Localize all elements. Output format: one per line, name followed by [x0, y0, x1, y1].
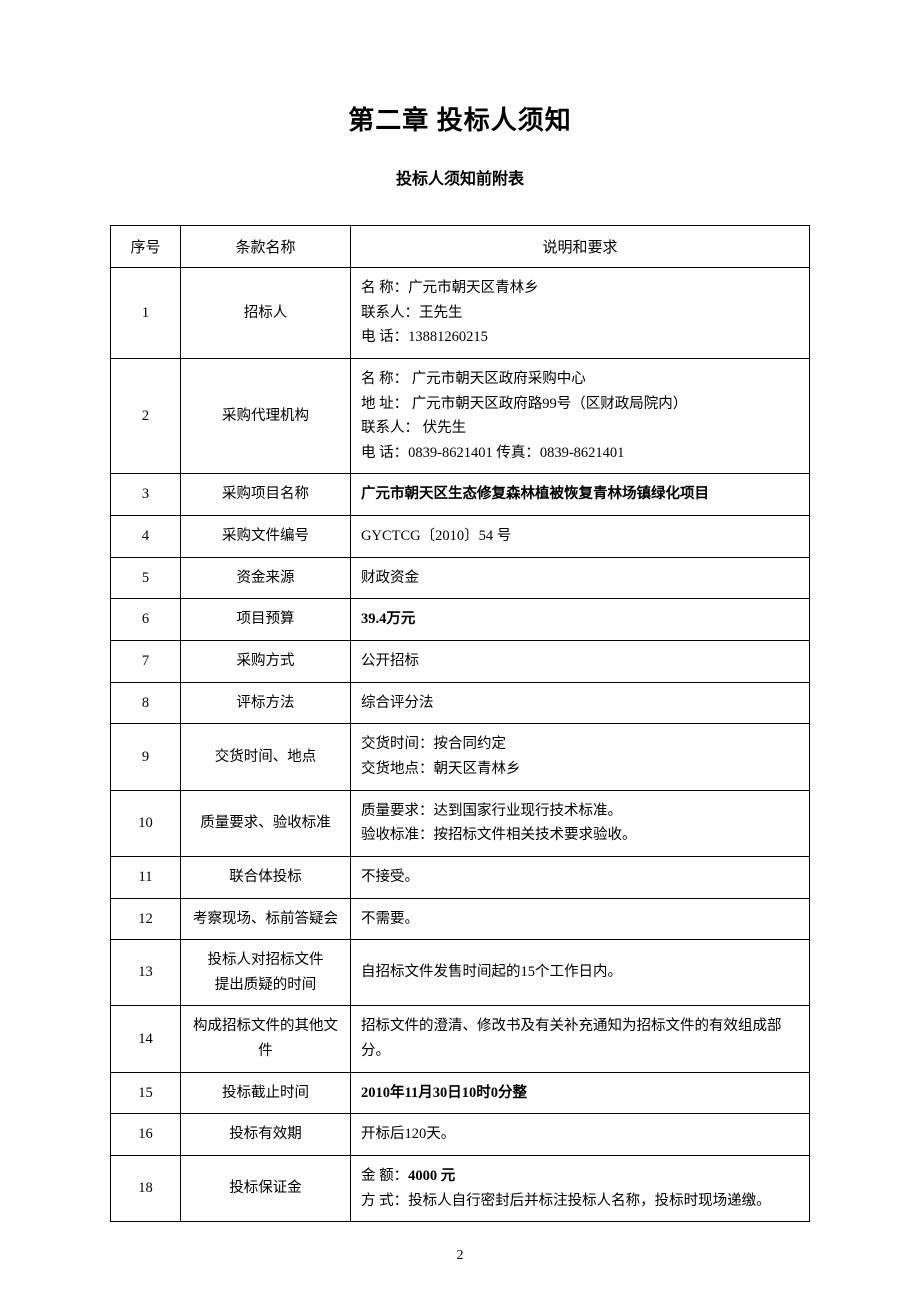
cell-name: 资金来源 — [181, 557, 351, 599]
cell-name: 考察现场、标前答疑会 — [181, 898, 351, 940]
header-desc: 说明和要求 — [351, 226, 810, 268]
table-row: 9交货时间、地点交货时间：按合同约定 交货地点：朝天区青林乡 — [111, 724, 810, 790]
table-row: 16投标有效期开标后120天。 — [111, 1114, 810, 1156]
table-row: 11联合体投标不接受。 — [111, 856, 810, 898]
cell-name: 采购代理机构 — [181, 358, 351, 474]
cell-name: 项目预算 — [181, 599, 351, 641]
cell-seq: 4 — [111, 516, 181, 558]
bidder-instructions-table: 序号 条款名称 说明和要求 1招标人名 称：广元市朝天区青林乡 联系人：王先生 … — [110, 225, 810, 1222]
document-page: 第二章 投标人须知 投标人须知前附表 序号 条款名称 说明和要求 1招标人名 称… — [0, 0, 920, 1304]
cell-seq: 11 — [111, 856, 181, 898]
cell-seq: 10 — [111, 790, 181, 856]
cell-desc: 质量要求：达到国家行业现行技术标准。 验收标准：按招标文件相关技术要求验收。 — [351, 790, 810, 856]
cell-desc: 广元市朝天区生态修复森林植被恢复青林场镇绿化项目 — [351, 474, 810, 516]
cell-name: 采购项目名称 — [181, 474, 351, 516]
cell-name: 构成招标文件的其他文件 — [181, 1006, 351, 1072]
cell-desc: 综合评分法 — [351, 682, 810, 724]
cell-seq: 8 — [111, 682, 181, 724]
table-row: 5资金来源财政资金 — [111, 557, 810, 599]
chapter-title: 第二章 投标人须知 — [110, 100, 810, 137]
table-row: 15投标截止时间2010年11月30日10时0分整 — [111, 1072, 810, 1114]
table-row: 8评标方法综合评分法 — [111, 682, 810, 724]
cell-seq: 14 — [111, 1006, 181, 1072]
cell-name: 投标截止时间 — [181, 1072, 351, 1114]
cell-desc: 名 称：广元市朝天区青林乡 联系人：王先生 电 话：13881260215 — [351, 268, 810, 359]
table-row: 1招标人名 称：广元市朝天区青林乡 联系人：王先生 电 话：1388126021… — [111, 268, 810, 359]
cell-seq: 5 — [111, 557, 181, 599]
cell-seq: 12 — [111, 898, 181, 940]
cell-seq: 16 — [111, 1114, 181, 1156]
table-row: 12考察现场、标前答疑会不需要。 — [111, 898, 810, 940]
cell-name: 投标保证金 — [181, 1156, 351, 1222]
cell-desc: 39.4万元 — [351, 599, 810, 641]
cell-desc: 公开招标 — [351, 641, 810, 683]
cell-name: 评标方法 — [181, 682, 351, 724]
cell-seq: 15 — [111, 1072, 181, 1114]
table-header-row: 序号 条款名称 说明和要求 — [111, 226, 810, 268]
cell-name: 投标人对招标文件 提出质疑的时间 — [181, 940, 351, 1006]
cell-desc: 名 称： 广元市朝天区政府采购中心 地 址： 广元市朝天区政府路99号（区财政局… — [351, 358, 810, 474]
table-row: 3采购项目名称广元市朝天区生态修复森林植被恢复青林场镇绿化项目 — [111, 474, 810, 516]
cell-desc: 金 额：4000 元方 式：投标人自行密封后并标注投标人名称，投标时现场递缴。 — [351, 1156, 810, 1222]
table-row: 4采购文件编号GYCTCG〔2010〕54 号 — [111, 516, 810, 558]
page-number: 2 — [110, 1248, 810, 1264]
cell-name: 交货时间、地点 — [181, 724, 351, 790]
cell-desc: GYCTCG〔2010〕54 号 — [351, 516, 810, 558]
table-row: 6项目预算39.4万元 — [111, 599, 810, 641]
cell-desc: 不接受。 — [351, 856, 810, 898]
cell-seq: 2 — [111, 358, 181, 474]
cell-name: 质量要求、验收标准 — [181, 790, 351, 856]
header-name: 条款名称 — [181, 226, 351, 268]
cell-name: 采购文件编号 — [181, 516, 351, 558]
cell-seq: 3 — [111, 474, 181, 516]
cell-seq: 9 — [111, 724, 181, 790]
cell-name: 投标有效期 — [181, 1114, 351, 1156]
cell-desc: 自招标文件发售时间起的15个工作日内。 — [351, 940, 810, 1006]
table-row: 10质量要求、验收标准质量要求：达到国家行业现行技术标准。 验收标准：按招标文件… — [111, 790, 810, 856]
table-row: 14构成招标文件的其他文件招标文件的澄清、修改书及有关补充通知为招标文件的有效组… — [111, 1006, 810, 1072]
cell-name: 招标人 — [181, 268, 351, 359]
table-row: 2采购代理机构名 称： 广元市朝天区政府采购中心 地 址： 广元市朝天区政府路9… — [111, 358, 810, 474]
table-row: 13投标人对招标文件 提出质疑的时间自招标文件发售时间起的15个工作日内。 — [111, 940, 810, 1006]
cell-seq: 18 — [111, 1156, 181, 1222]
table-row: 18投标保证金金 额：4000 元方 式：投标人自行密封后并标注投标人名称，投标… — [111, 1156, 810, 1222]
cell-desc: 财政资金 — [351, 557, 810, 599]
cell-name: 联合体投标 — [181, 856, 351, 898]
cell-name: 采购方式 — [181, 641, 351, 683]
cell-seq: 7 — [111, 641, 181, 683]
subtitle: 投标人须知前附表 — [110, 165, 810, 189]
cell-desc: 交货时间：按合同约定 交货地点：朝天区青林乡 — [351, 724, 810, 790]
cell-desc: 2010年11月30日10时0分整 — [351, 1072, 810, 1114]
cell-desc: 开标后120天。 — [351, 1114, 810, 1156]
cell-desc: 不需要。 — [351, 898, 810, 940]
table-row: 7采购方式公开招标 — [111, 641, 810, 683]
cell-seq: 1 — [111, 268, 181, 359]
cell-seq: 13 — [111, 940, 181, 1006]
header-seq: 序号 — [111, 226, 181, 268]
cell-desc: 招标文件的澄清、修改书及有关补充通知为招标文件的有效组成部分。 — [351, 1006, 810, 1072]
cell-seq: 6 — [111, 599, 181, 641]
